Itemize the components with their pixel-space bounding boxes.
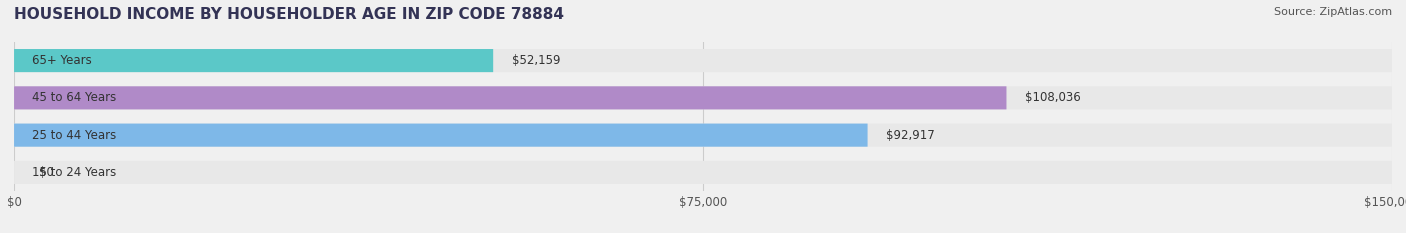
Text: 15 to 24 Years: 15 to 24 Years xyxy=(32,166,117,179)
Text: $108,036: $108,036 xyxy=(1025,91,1081,104)
Text: $52,159: $52,159 xyxy=(512,54,560,67)
FancyBboxPatch shape xyxy=(14,123,868,147)
FancyBboxPatch shape xyxy=(14,49,1392,72)
Text: $0: $0 xyxy=(39,166,55,179)
FancyBboxPatch shape xyxy=(14,86,1007,110)
FancyBboxPatch shape xyxy=(14,86,1392,110)
FancyBboxPatch shape xyxy=(14,161,1392,184)
Text: HOUSEHOLD INCOME BY HOUSEHOLDER AGE IN ZIP CODE 78884: HOUSEHOLD INCOME BY HOUSEHOLDER AGE IN Z… xyxy=(14,7,564,22)
Text: 25 to 44 Years: 25 to 44 Years xyxy=(32,129,117,142)
FancyBboxPatch shape xyxy=(14,123,1392,147)
Text: $92,917: $92,917 xyxy=(886,129,935,142)
Text: Source: ZipAtlas.com: Source: ZipAtlas.com xyxy=(1274,7,1392,17)
Text: 45 to 64 Years: 45 to 64 Years xyxy=(32,91,117,104)
Text: 65+ Years: 65+ Years xyxy=(32,54,93,67)
FancyBboxPatch shape xyxy=(14,49,494,72)
